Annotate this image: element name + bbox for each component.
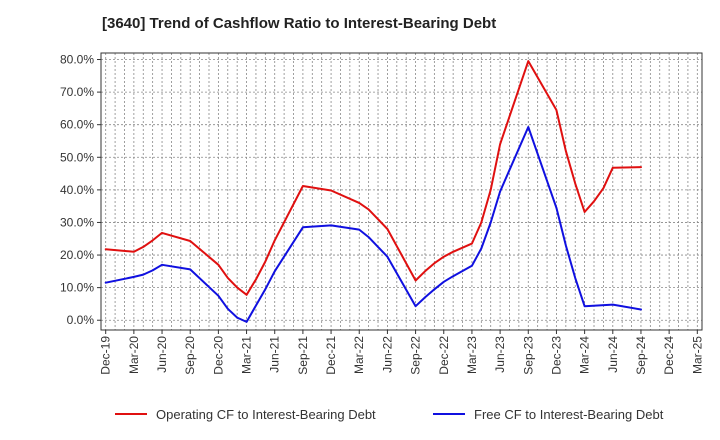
- x-tick-label: Mar-21: [240, 336, 254, 374]
- x-tick-label: Jun-24: [606, 336, 620, 373]
- x-tick-label: Mar-20: [127, 336, 141, 374]
- legend-label: Free CF to Interest-Bearing Debt: [474, 407, 664, 422]
- x-tick-label: Dec-21: [324, 336, 338, 375]
- x-tick-label: Mar-25: [690, 336, 704, 374]
- x-tick-label: Dec-23: [549, 336, 563, 375]
- chart-title: [3640] Trend of Cashflow Ratio to Intere…: [102, 15, 497, 32]
- x-tick-label: Dec-20: [211, 336, 225, 375]
- x-tick-label: Mar-23: [465, 336, 479, 374]
- y-tick-label: 30.0%: [60, 215, 94, 229]
- x-tick-label: Sep-20: [183, 336, 197, 375]
- legend: Operating CF to Interest-Bearing Debt Fre…: [115, 407, 664, 422]
- y-tick-label: 20.0%: [60, 248, 94, 262]
- y-tick-label: 60.0%: [60, 118, 94, 132]
- x-tick-label: Sep-23: [521, 336, 535, 375]
- x-tick-label: Mar-22: [352, 336, 366, 374]
- x-tick-label: Dec-19: [99, 336, 113, 375]
- y-tick-label: 0.0%: [67, 313, 95, 327]
- x-tick-label: Jun-21: [268, 336, 282, 373]
- x-axis: Dec-19 Mar-20 Jun-20 Sep-20 Dec-20 Mar-21 Jun-…: [99, 330, 704, 375]
- x-tick-label: Sep-24: [634, 336, 648, 375]
- x-tick-label: Dec-22: [437, 336, 451, 375]
- y-tick-label: 70.0%: [60, 85, 94, 99]
- x-tick-label: Sep-22: [409, 336, 423, 375]
- x-tick-label: Jun-22: [380, 336, 394, 373]
- y-tick-label: 80.0%: [60, 53, 94, 67]
- plot-area: [100, 52, 703, 331]
- y-axis: 0.0% 10.0% 20.0% 30.0% 40.0% 50.0% 60.0% 70.0% 8…: [60, 53, 101, 327]
- series-lines: [104, 60, 642, 323]
- series-line-free-cf: [104, 126, 642, 323]
- legend-label: Operating CF to Interest-Bearing Debt: [156, 407, 376, 422]
- gridlines: [101, 53, 702, 330]
- x-tick-label: Sep-21: [296, 336, 310, 375]
- series-line-operating-cf: [104, 60, 642, 296]
- x-tick-label: Mar-24: [578, 336, 592, 374]
- y-tick-label: 10.0%: [60, 281, 94, 295]
- x-tick-label: Dec-24: [662, 336, 676, 375]
- x-tick-label: Jun-23: [493, 336, 507, 373]
- x-tick-label: Jun-20: [155, 336, 169, 373]
- y-tick-label: 40.0%: [60, 183, 94, 197]
- y-tick-label: 50.0%: [60, 150, 94, 164]
